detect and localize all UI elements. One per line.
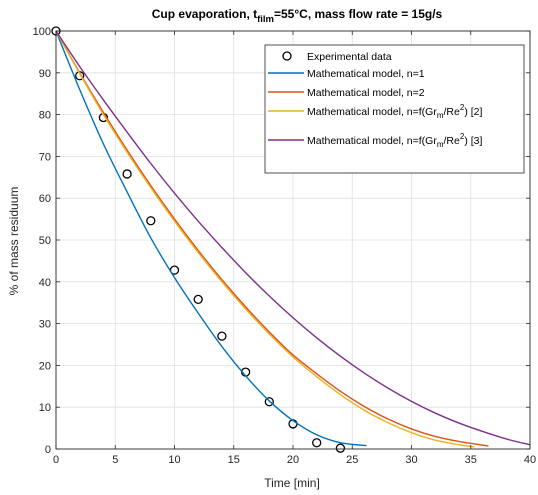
series-3 [55,30,475,448]
legend-marker [282,51,292,61]
legend-item-2: Mathematical model, n=2 [268,87,425,99]
legend-item-3: Mathematical model, n=f(Grm/Re2) [2] [268,103,482,120]
y-tick-label: 90 [39,68,51,80]
legend-box [264,44,525,174]
legend-label: Mathematical model, n=2 [307,87,425,99]
y-tick-label: 0 [45,444,51,456]
x-tick-label: 30 [405,454,417,466]
legend-item-4: Mathematical model, n=f(Grm/Re2) [3] [268,132,482,149]
legend-label: Mathematical model, n=1 [307,68,425,80]
legend-label: Experimental data [307,51,392,63]
data-point [264,397,274,407]
series-line [55,30,531,446]
x-tick-label: 25 [346,454,358,466]
legend: Experimental data Mathematical model, n=1… [264,44,525,174]
y-tick-label: 20 [39,360,51,372]
series-line [55,30,489,447]
series-line [55,30,367,447]
data-point [146,216,156,226]
chart-title-prefix: Cup evaporation, t [152,7,257,21]
y-tick-label: 30 [39,319,51,331]
y-tick-label: 50 [39,235,51,247]
data-point [217,331,227,341]
y-tick-label: 10 [39,402,51,414]
series-layer [51,26,531,453]
legend-label: Mathematical model, n=f(Grm/Re2) [3] [307,132,482,149]
x-tick-label: 0 [53,454,59,466]
series-4 [55,30,531,446]
x-axis-title: Time [min] [264,476,320,490]
y-axis-title: % of mass residuum [7,187,21,296]
x-tick-label: 15 [228,454,240,466]
x-tick-label: 10 [168,454,180,466]
data-point [122,169,132,179]
chart-title: Cup evaporation, tfilm=55°C, mass flow r… [152,7,443,25]
data-point [335,443,346,453]
y-tick-label: 70 [39,151,51,163]
legend-item-1: Mathematical model, n=1 [268,68,425,80]
x-tick-label: 35 [465,454,477,466]
chart-title-subscript: film [257,14,274,25]
x-tick-label: 40 [524,454,536,466]
legend-label: Mathematical model, n=f(Grm/Re2) [2] [307,103,482,120]
legend-item-0: Experimental data [282,51,392,63]
x-tick-label: 20 [287,454,299,466]
x-tick-label: 5 [112,454,118,466]
data-point [312,438,322,448]
y-tick-label: 40 [39,277,51,289]
y-tick-label: 60 [39,193,51,205]
chart-title-suffix: =55°C, mass flow rate = 15g/s [274,7,443,21]
series-2 [55,30,489,447]
y-tick-label: 100 [33,26,51,38]
data-point [193,294,203,305]
series-1 [55,30,367,447]
series-line [55,30,475,448]
ticks: 0 5 10 15 20 25 30 35 40 0 10 20 30 40 50 60 70 80 90 100 [33,26,536,466]
y-tick-label: 80 [39,110,51,122]
